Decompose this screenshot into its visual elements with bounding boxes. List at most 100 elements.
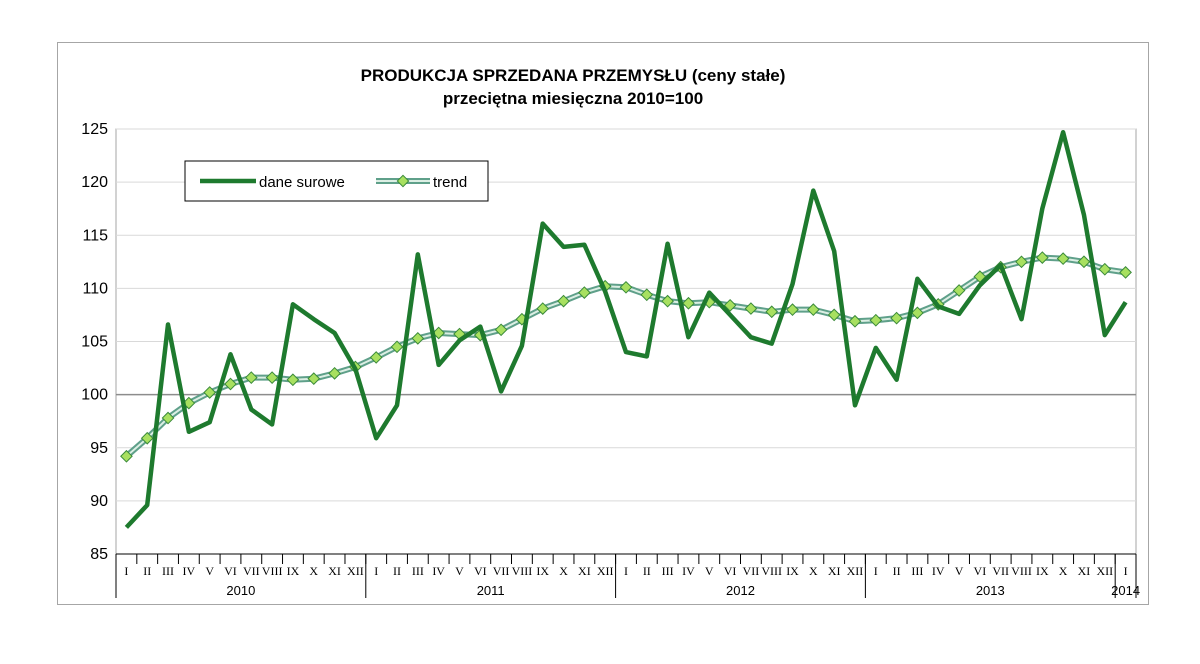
month-label: IX [1036,564,1049,578]
month-label: IX [287,564,300,578]
trend-point [1015,255,1028,269]
month-label: V [455,564,464,578]
month-label: XI [328,564,341,578]
month-label: V [205,564,214,578]
month-label: VI [474,564,487,578]
month-label: IV [432,564,445,578]
month-label: II [393,564,401,578]
chart-frame: PRODUKCJA SPRZEDANA PRZEMYSŁU (ceny stał… [57,42,1149,605]
trend-point [224,377,237,391]
year-label: 2010 [226,583,255,598]
trend-point [723,299,737,312]
trend-point [1119,266,1132,279]
month-label: XI [1078,564,1091,578]
month-label: IX [786,564,799,578]
month-label: II [893,564,901,578]
month-label: VI [224,564,237,578]
month-label: XII [597,564,614,578]
month-label: I [874,564,878,578]
trend-point [1098,262,1112,276]
trend-point [120,449,133,463]
month-label: XI [828,564,841,578]
trend-point [661,294,674,308]
trend-point [369,351,383,364]
month-label: III [162,564,174,578]
trend-point [640,288,654,302]
month-label: I [374,564,378,578]
trend-point [786,303,799,317]
month-label: V [955,564,964,578]
trend-point [1056,252,1070,266]
month-label: X [309,564,318,578]
trend-point [619,280,633,294]
trend-point [806,303,820,317]
month-label: IX [536,564,549,578]
series-lines [120,129,1132,529]
month-label: II [143,564,151,578]
month-label: I [1124,564,1128,578]
trend-point [869,313,883,327]
trend-point [307,372,321,386]
month-label: VIII [761,564,782,578]
month-label: III [911,564,923,578]
chart-title: PRODUKCJA SPRZEDANA PRZEMYSŁU (ceny stał… [361,66,786,85]
trend-point [244,371,258,384]
month-label: VII [743,564,760,578]
year-label: 2014 [1111,583,1140,598]
y-tick-label: 100 [81,387,108,404]
trend-point [265,371,279,384]
trend-point [328,366,341,380]
trend-point [536,302,550,315]
month-label: II [643,564,651,578]
trend-point [390,340,404,354]
month-label: XII [847,564,864,578]
month-label: VII [992,564,1009,578]
trend-point [203,386,217,399]
month-label: VI [974,564,987,578]
legend-marker-trend [396,174,410,188]
year-label: 2013 [976,583,1005,598]
year-label: 2011 [477,583,505,598]
month-label: VII [243,564,260,578]
trend-point [952,284,966,297]
chart: PRODUKCJA SPRZEDANA PRZEMYSŁU (ceny stał… [81,66,1140,598]
month-label: V [705,564,714,578]
month-label: VII [493,564,510,578]
trend-point [765,305,779,319]
y-tick-label: 115 [82,227,108,244]
month-label: IV [682,564,695,578]
trend-point [682,296,695,310]
trend-point [1035,251,1049,264]
trend-point [140,431,154,445]
month-label: XI [578,564,591,578]
month-label: X [559,564,568,578]
month-label: I [124,564,128,578]
month-label: VI [724,564,737,578]
trend-point [848,314,862,328]
month-label: IV [183,564,196,578]
month-label: IV [932,564,945,578]
trend-point [827,308,841,322]
trend-point [432,326,446,340]
trend-point [577,286,591,299]
legend-label-trend: trend [433,174,467,191]
legend-label-raw: dane surowe [259,174,345,191]
y-tick-label: 90 [90,493,108,510]
y-tick-label: 120 [81,174,108,191]
y-tick-label: 110 [82,280,108,297]
month-label: XII [347,564,364,578]
month-label: X [809,564,818,578]
y-tick-label: 105 [81,334,108,351]
month-label: I [624,564,628,578]
trend-point [286,373,300,387]
trend-point [557,294,570,308]
trend-point [494,323,508,337]
month-label: III [662,564,674,578]
chart-subtitle: przeciętna miesięczna 2010=100 [443,89,703,108]
y-tick-label: 125 [81,121,108,138]
month-label: III [412,564,424,578]
trend-point [911,306,924,320]
month-label: VIII [262,564,283,578]
month-label: VIII [1011,564,1032,578]
